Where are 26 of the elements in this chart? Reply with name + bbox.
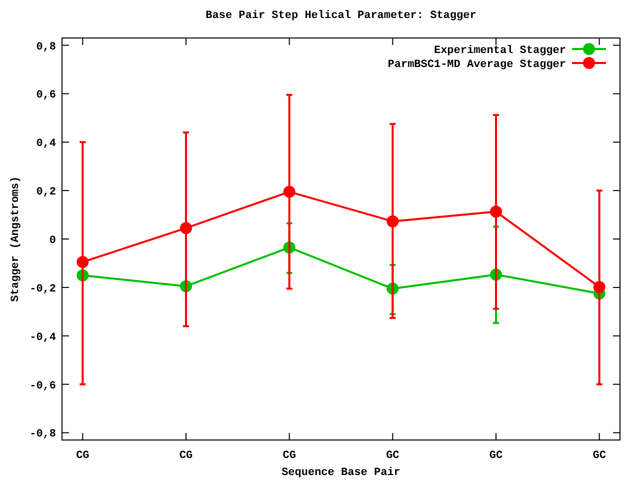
point: [76, 256, 89, 268]
y-tick-label: 0,8: [36, 41, 56, 54]
x-tick-label: GC: [592, 450, 606, 462]
y-tick-label: -0,2: [30, 283, 56, 296]
x-tick-label: GC: [489, 450, 503, 462]
point: [180, 222, 192, 234]
point: [490, 206, 502, 218]
x-tick-label: CG: [179, 450, 193, 462]
y-axis-title: Stagger (Angstroms): [10, 176, 22, 302]
point: [283, 186, 296, 198]
x-axis-title: Sequence Base Pair: [282, 467, 400, 479]
chart-title: Base Pair Step Helical Parameter: Stagger: [206, 10, 476, 22]
y-tick-label: -0,6: [30, 380, 56, 392]
x-tick-label: CG: [282, 450, 296, 462]
legend-label: Experimental Stagger: [434, 45, 566, 57]
y-tick-label: 0,6: [36, 90, 56, 102]
y-tick-label: -0,8: [30, 428, 56, 441]
y-tick-label: -0,4: [30, 332, 56, 344]
y-tick-label: 0: [49, 235, 56, 247]
point: [593, 280, 606, 293]
y-tick-label: 0,4: [36, 138, 56, 150]
y-tick-label: 0,2: [36, 186, 56, 199]
x-tick-label: CG: [76, 450, 90, 462]
legend-label: ParmBSC1-MD Average Stagger: [388, 59, 566, 71]
x-tick-label: GC: [386, 450, 400, 462]
point: [386, 215, 399, 228]
